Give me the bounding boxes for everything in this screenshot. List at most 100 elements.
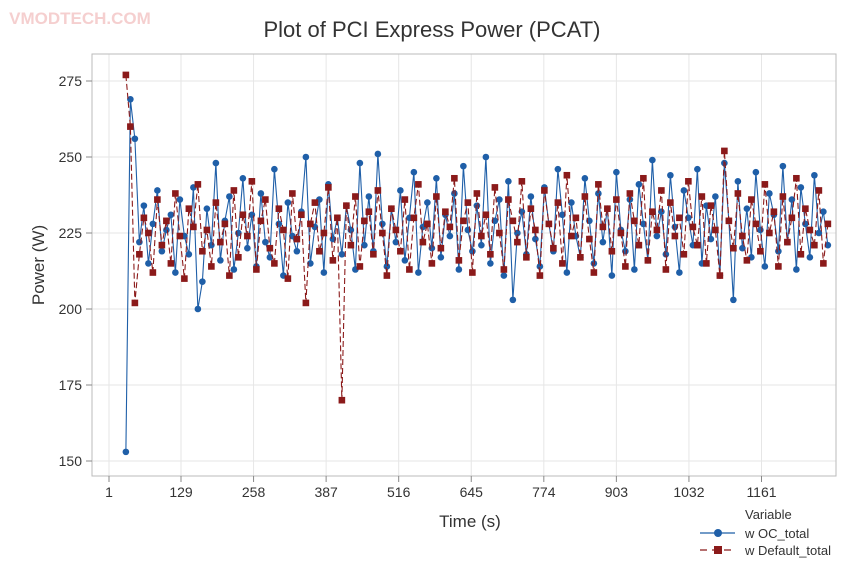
data-point [532, 226, 539, 234]
x-tick-label: 1161 [746, 484, 776, 500]
data-point [748, 196, 755, 203]
data-point [496, 229, 503, 237]
data-point [392, 226, 400, 234]
data-point [586, 235, 593, 243]
data-point [163, 217, 170, 225]
data-point [694, 165, 701, 173]
data-point [136, 250, 143, 258]
x-tick-label: 1032 [673, 484, 704, 500]
data-point [154, 187, 161, 194]
data-point [473, 202, 481, 209]
data-point [379, 229, 386, 237]
data-point [527, 193, 535, 200]
data-point [262, 238, 269, 246]
y-tick-label: 150 [59, 453, 83, 469]
data-point [613, 168, 620, 176]
data-point [662, 250, 670, 258]
data-point [653, 232, 661, 240]
data-point [401, 196, 409, 203]
data-point [712, 193, 719, 200]
data-point [158, 247, 166, 255]
data-point [667, 199, 674, 206]
data-point [568, 199, 575, 206]
x-tick-label: 645 [460, 484, 484, 500]
data-point [662, 266, 670, 273]
data-point [446, 232, 454, 240]
data-point [707, 235, 715, 243]
data-point [788, 214, 796, 222]
data-point [392, 238, 400, 246]
data-point [793, 266, 800, 273]
data-point [140, 214, 148, 222]
data-point [689, 223, 697, 231]
data-point [329, 257, 337, 264]
data-point [284, 199, 292, 206]
chart-title: Plot of PCI Express Power (PCAT) [263, 17, 600, 42]
data-point [239, 174, 247, 182]
data-point [716, 272, 724, 279]
data-point [752, 220, 760, 228]
data-point [167, 211, 175, 219]
data-point [271, 260, 278, 267]
data-point [199, 247, 206, 255]
data-point [226, 272, 233, 279]
data-point [185, 250, 193, 258]
data-point [595, 181, 602, 188]
data-point [541, 187, 548, 194]
data-point [644, 257, 652, 264]
data-point [469, 247, 476, 255]
data-point [514, 229, 521, 237]
data-point [235, 254, 242, 261]
legend-title: Variable [745, 507, 792, 522]
data-point [397, 187, 404, 194]
data-point [712, 226, 719, 234]
data-point [320, 269, 328, 276]
data-point [221, 220, 229, 228]
data-point [811, 241, 818, 249]
data-point [230, 266, 238, 273]
data-point [167, 260, 175, 267]
data-point [181, 275, 188, 282]
data-point [334, 214, 341, 222]
data-point [122, 71, 130, 79]
data-point [176, 196, 184, 203]
data-point [509, 217, 517, 225]
data-point [172, 190, 179, 197]
data-point [761, 181, 769, 188]
data-point [739, 232, 746, 240]
data-point [608, 247, 616, 255]
data-point [433, 174, 440, 182]
data-point [622, 263, 629, 270]
data-point [509, 296, 517, 304]
y-tick-label: 275 [59, 73, 83, 89]
watermark: VMODTECH.COM [9, 9, 151, 28]
data-point [307, 220, 314, 228]
data-point [208, 263, 215, 270]
data-point [604, 205, 611, 212]
data-point [649, 208, 656, 216]
data-point [212, 199, 220, 206]
data-point [352, 193, 359, 200]
data-point [275, 205, 283, 212]
data-point [793, 174, 800, 182]
data-point [487, 250, 494, 258]
legend-marker-default [714, 546, 722, 554]
data-point [401, 257, 409, 264]
data-point [613, 196, 620, 203]
data-point [347, 241, 355, 249]
data-point [599, 238, 607, 246]
data-point [451, 174, 458, 182]
data-point [154, 196, 161, 203]
data-point [203, 226, 211, 234]
data-point [379, 220, 386, 228]
data-point [406, 266, 413, 273]
data-point [761, 263, 769, 270]
data-point [523, 254, 530, 261]
y-tick-label: 175 [59, 377, 83, 393]
data-point [563, 171, 571, 179]
x-tick-label: 387 [314, 484, 338, 500]
data-point [617, 229, 625, 237]
data-point [806, 254, 814, 261]
data-point [820, 260, 827, 267]
data-point [514, 238, 521, 246]
